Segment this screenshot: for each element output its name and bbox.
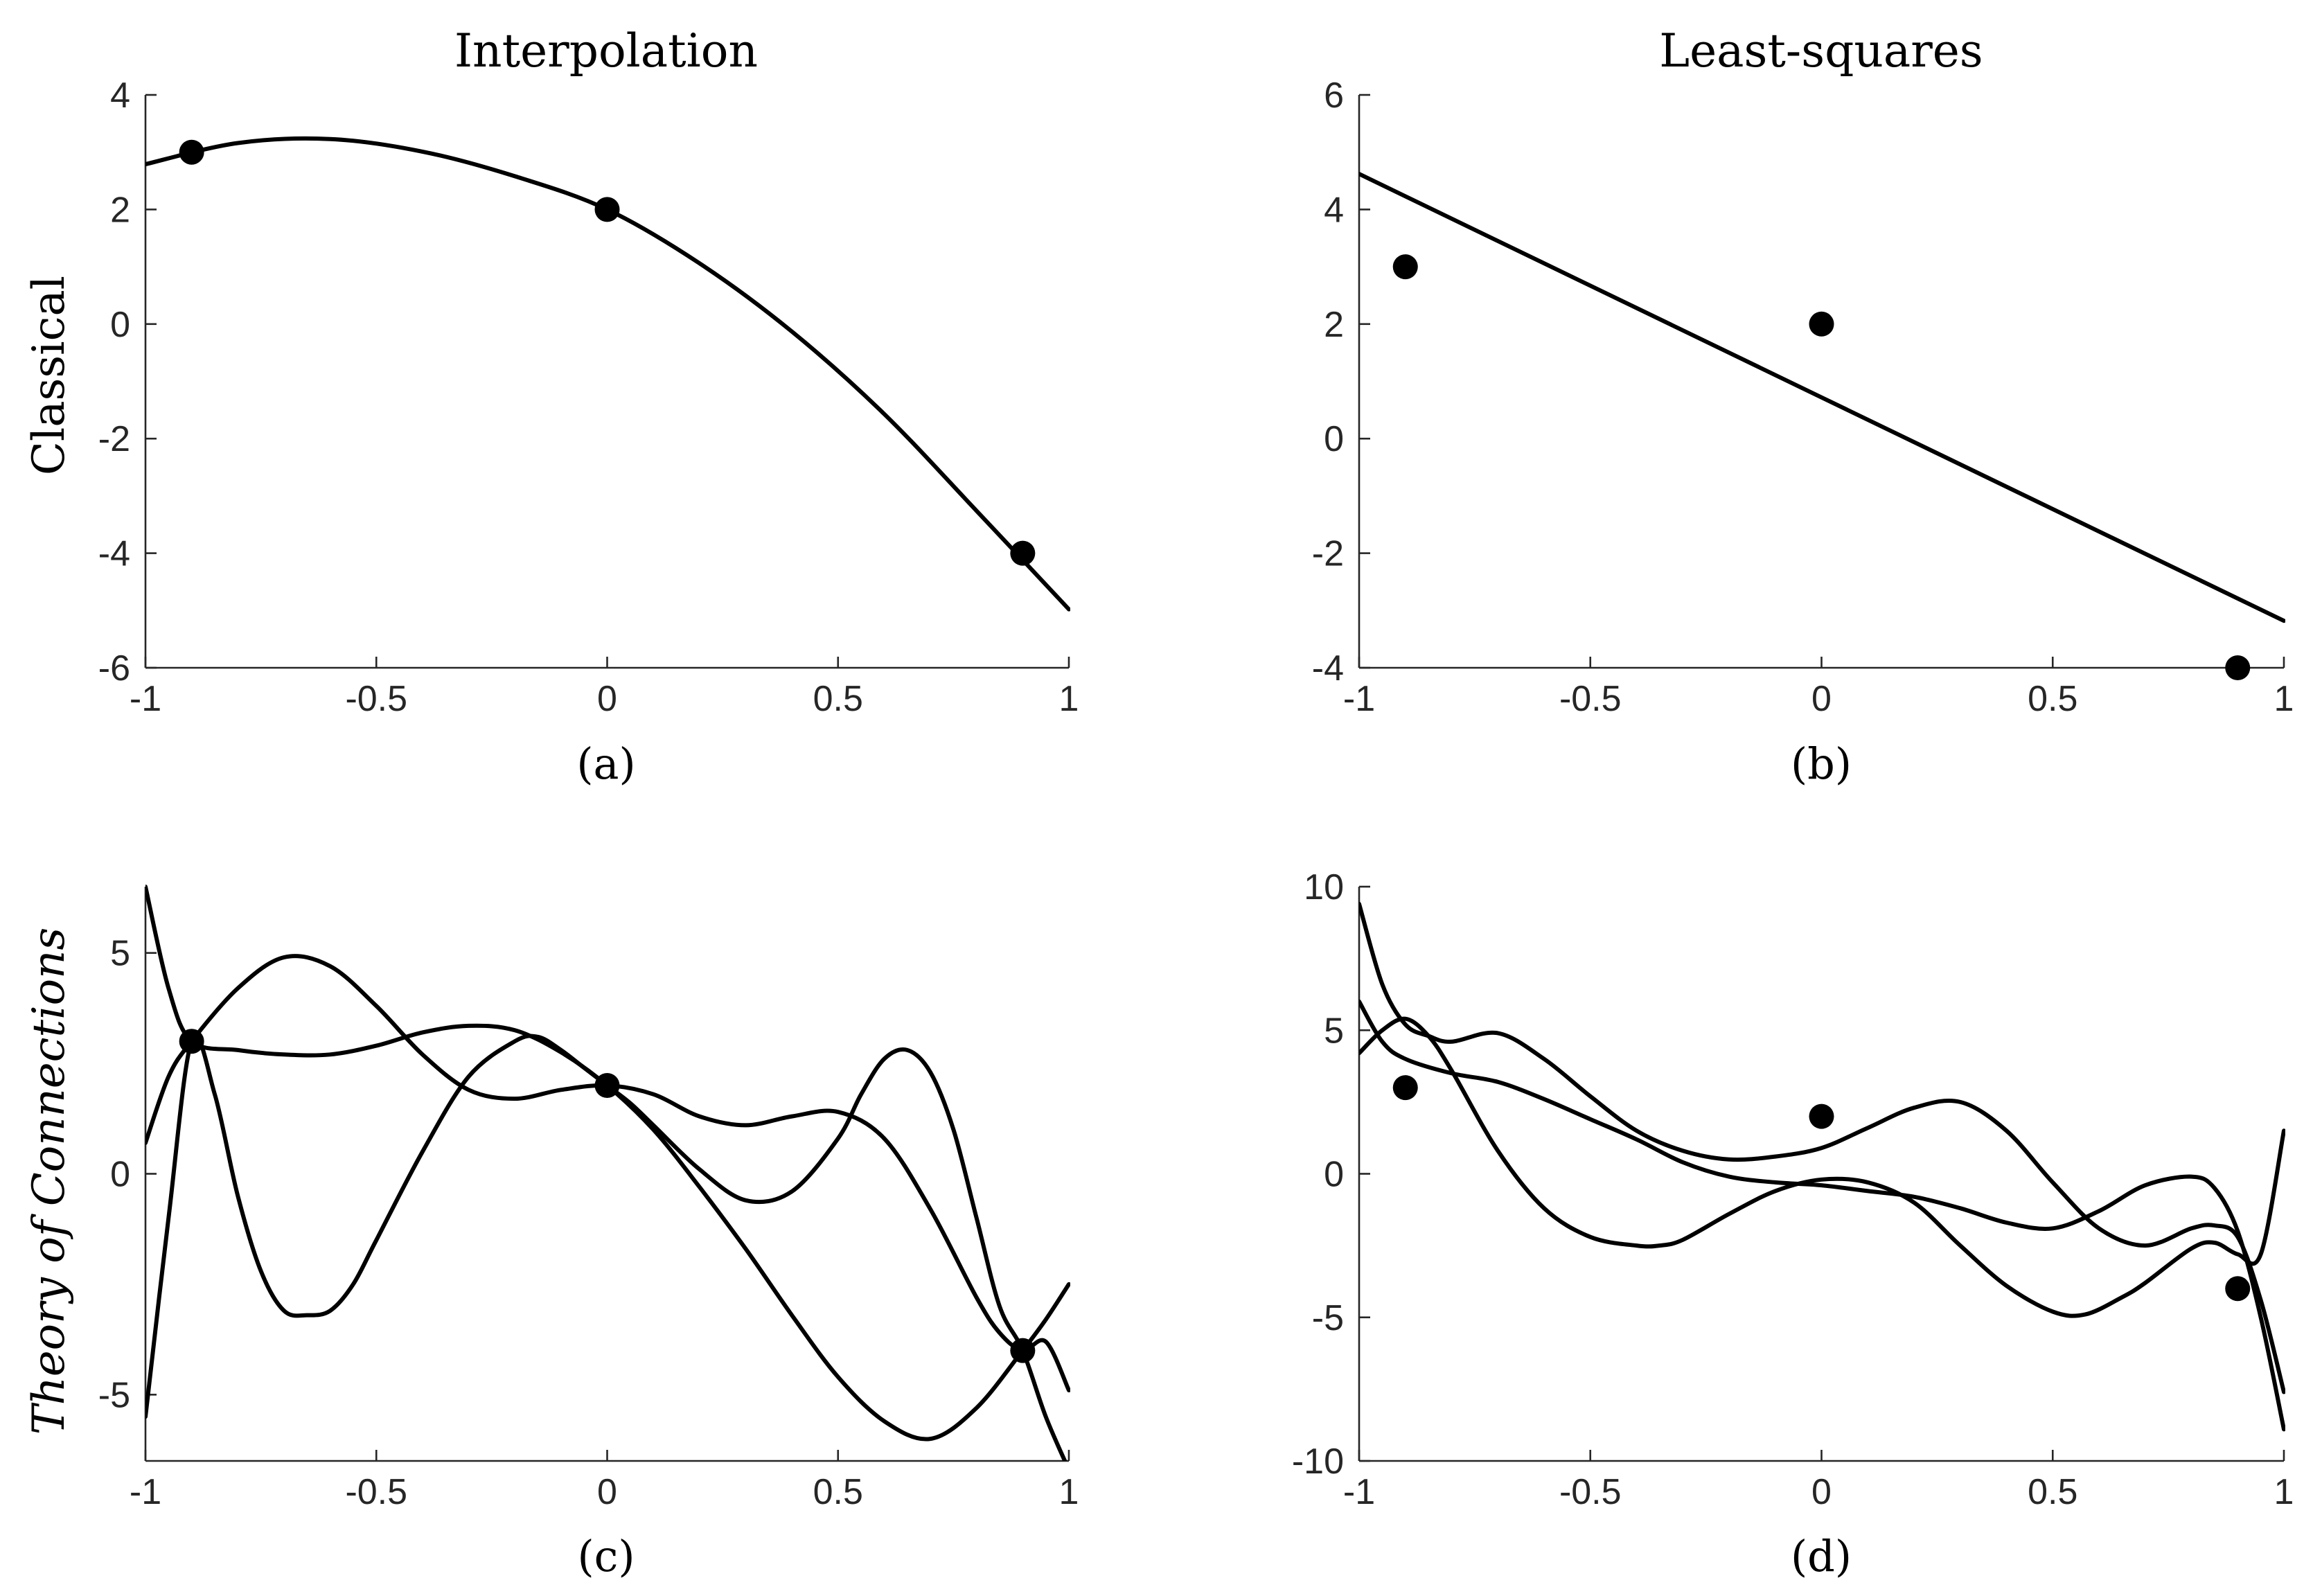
- x-tick-label: -1: [130, 679, 161, 719]
- y-tick-label: 0: [1324, 1155, 1344, 1195]
- column-title-least-squares: Least-squares: [1659, 24, 1983, 78]
- panel-b-least-squares-classical: Least-squares (b) -1 -0.5 0 0.5 1 -4 -2 0 2 4 6: [1312, 24, 2294, 789]
- x-tick-label: 0.5: [813, 1472, 863, 1512]
- x-tick-label: -0.5: [345, 1472, 407, 1512]
- y-tick-label: 0: [1324, 419, 1344, 459]
- y-tick-label: -2: [98, 419, 130, 459]
- series-line-2: [145, 1034, 1067, 1461]
- x-tick-label: -0.5: [1559, 679, 1622, 719]
- x-tick-label: -1: [130, 1472, 161, 1512]
- series-line-3: [1359, 1016, 2285, 1318]
- x-tick-label: 1: [1059, 1472, 1079, 1512]
- y-tick-label: 2: [110, 190, 130, 230]
- data-point: [1010, 1338, 1036, 1363]
- data-point: [1392, 254, 1418, 280]
- y-tick-label: 2: [1324, 305, 1344, 345]
- data-point: [1392, 1075, 1418, 1101]
- data-point: [1809, 311, 1834, 337]
- column-title-interpolation: Interpolation: [454, 24, 758, 78]
- x-tick-label: -0.5: [345, 679, 407, 719]
- panel-label-d: (d): [1791, 1531, 1852, 1581]
- x-tick-label: -1: [1343, 1472, 1375, 1512]
- series-line-1: [145, 136, 1070, 612]
- panel-d-least-squares-theory-of-connections: (d) -1 -0.5 0 0.5 1 -10 -5 0 5 10: [1292, 867, 2294, 1581]
- series-line-2: [1359, 999, 2285, 1432]
- x-tick-label: 0.5: [813, 679, 863, 719]
- series-line-1: [145, 885, 1070, 1442]
- y-tick-label: -5: [98, 1375, 130, 1415]
- x-tick-label: 0: [1811, 1472, 1832, 1512]
- x-tick-label: 1: [2274, 679, 2294, 719]
- data-point: [2225, 1276, 2251, 1302]
- y-tick-label: 5: [1324, 1011, 1344, 1051]
- x-tick-label: 0: [597, 679, 617, 719]
- x-tick-label: 0: [597, 1472, 617, 1512]
- panel-label-a: (a): [576, 738, 635, 789]
- y-tick-label: -10: [1292, 1442, 1344, 1482]
- data-point: [2225, 655, 2251, 680]
- panel-label-b: (b): [1791, 738, 1852, 789]
- series-line-3: [145, 954, 1070, 1392]
- data-point: [179, 1029, 204, 1054]
- y-tick-label: 4: [110, 76, 130, 116]
- data-point: [179, 139, 204, 165]
- y-tick-label: 6: [1324, 76, 1344, 116]
- row-label-theory-of-connections: Theory of Connections: [24, 928, 75, 1435]
- y-tick-label: -5: [1312, 1298, 1344, 1338]
- x-tick-label: 1: [1059, 679, 1079, 719]
- y-tick-label: 5: [110, 934, 130, 974]
- y-tick-label: 4: [1324, 190, 1344, 230]
- series-line-1: [1359, 901, 2285, 1394]
- x-tick-label: -0.5: [1559, 1472, 1622, 1512]
- row-label-classical: Classical: [24, 276, 75, 475]
- x-tick-label: 0.5: [2028, 679, 2077, 719]
- series-line-1: [1359, 172, 2285, 623]
- y-tick-label: -2: [1312, 534, 1344, 574]
- data-point: [1010, 540, 1036, 566]
- panel-c-interpolation-theory-of-connections: Theory of Connections (c) -1 -0.5 0 0.5 1 -5 0…: [24, 885, 1079, 1581]
- data-point: [594, 1072, 620, 1098]
- y-tick-label: -4: [1312, 648, 1344, 689]
- x-tick-label: 0: [1811, 679, 1832, 719]
- y-tick-label: 0: [110, 305, 130, 345]
- x-tick-label: -1: [1343, 679, 1375, 719]
- panel-label-c: (c): [577, 1531, 635, 1581]
- panel-a-interpolation-classical: Interpolation Classical (a) -1 -0.5 0 0.5 1 -…: [24, 24, 1079, 789]
- data-point: [1809, 1103, 1834, 1129]
- y-tick-label: 10: [1304, 867, 1344, 907]
- x-tick-label: 1: [2274, 1472, 2294, 1512]
- y-tick-label: 0: [110, 1155, 130, 1195]
- x-tick-label: 0.5: [2028, 1472, 2077, 1512]
- y-tick-label: -6: [98, 648, 130, 689]
- y-tick-label: -4: [98, 534, 130, 574]
- data-point: [594, 197, 620, 222]
